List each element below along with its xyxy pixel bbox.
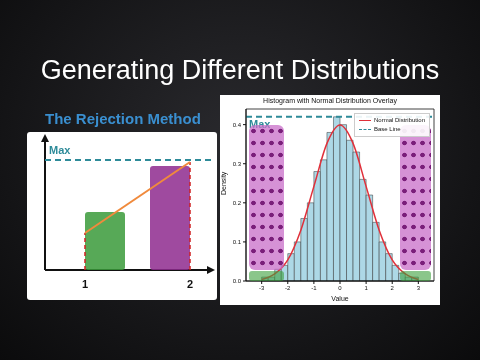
svg-text:0.2: 0.2 xyxy=(233,200,242,206)
html-text:Normal Distribution: Normal Distribution xyxy=(374,117,425,123)
svg-text:2: 2 xyxy=(391,285,395,291)
svg-text:0.3: 0.3 xyxy=(233,161,242,167)
svg-text:Density: Density xyxy=(220,171,228,195)
svg-text:0: 0 xyxy=(338,285,342,291)
svg-text:Value: Value xyxy=(331,295,348,302)
html-text:Generating Different Distribut: Generating Different Distributions xyxy=(40,55,440,85)
svg-text:-3: -3 xyxy=(259,285,265,291)
svg-text:Max: Max xyxy=(249,117,271,130)
html-text:The Rejection Method: The Rejection Method xyxy=(45,110,201,127)
svg-text:1: 1 xyxy=(82,278,88,290)
html-text:Base Line: Base Line xyxy=(374,126,401,132)
html-text:Histogram with Normal Distribu: Histogram with Normal Distribution Overl… xyxy=(263,97,397,104)
svg-text:1: 1 xyxy=(364,285,368,291)
svg-text:0.1: 0.1 xyxy=(233,239,242,245)
svg-text:Max: Max xyxy=(49,144,71,156)
svg-text:-1: -1 xyxy=(311,285,317,291)
svg-text:3: 3 xyxy=(417,285,421,291)
svg-text:0.0: 0.0 xyxy=(233,278,242,284)
svg-text:-2: -2 xyxy=(285,285,291,291)
svg-text:2: 2 xyxy=(187,278,193,290)
svg-text:0.4: 0.4 xyxy=(233,122,242,128)
